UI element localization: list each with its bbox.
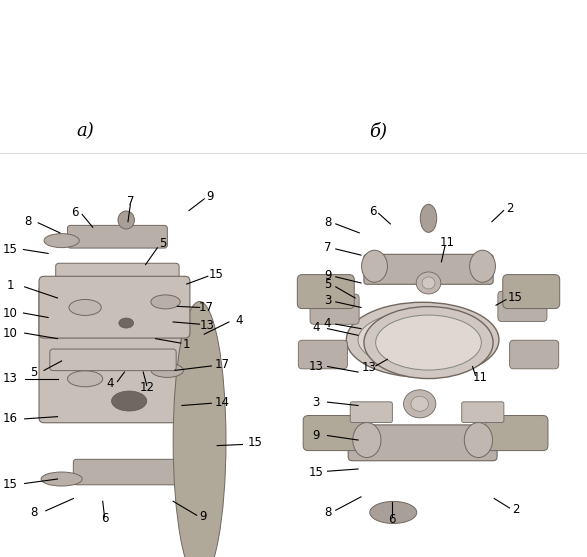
FancyBboxPatch shape xyxy=(310,294,359,324)
Text: 5: 5 xyxy=(160,237,167,251)
Text: 5: 5 xyxy=(31,365,38,379)
Ellipse shape xyxy=(353,423,381,457)
Ellipse shape xyxy=(69,300,101,315)
Ellipse shape xyxy=(416,272,441,294)
Text: 12: 12 xyxy=(139,380,154,394)
Text: 13: 13 xyxy=(199,319,214,333)
Text: 9: 9 xyxy=(199,510,206,524)
Text: 4: 4 xyxy=(312,321,319,334)
Ellipse shape xyxy=(364,306,493,379)
Text: 2: 2 xyxy=(512,503,519,516)
Ellipse shape xyxy=(404,390,436,418)
FancyBboxPatch shape xyxy=(303,416,366,451)
Text: 8: 8 xyxy=(324,216,331,229)
Text: 6: 6 xyxy=(389,512,396,526)
Text: 13: 13 xyxy=(3,372,18,385)
Text: 6: 6 xyxy=(72,206,79,219)
Text: 9: 9 xyxy=(207,189,214,203)
Ellipse shape xyxy=(470,250,495,282)
Text: 10: 10 xyxy=(3,326,18,340)
Text: а): а) xyxy=(76,122,94,140)
FancyBboxPatch shape xyxy=(50,349,176,370)
Text: 7: 7 xyxy=(127,195,134,208)
FancyBboxPatch shape xyxy=(485,416,548,451)
Text: 15: 15 xyxy=(208,267,224,281)
FancyBboxPatch shape xyxy=(502,275,560,309)
FancyBboxPatch shape xyxy=(498,291,547,321)
Text: 11: 11 xyxy=(440,236,455,249)
FancyBboxPatch shape xyxy=(56,263,179,284)
Ellipse shape xyxy=(151,295,180,309)
Text: 4: 4 xyxy=(324,316,331,330)
FancyBboxPatch shape xyxy=(510,340,559,369)
Ellipse shape xyxy=(422,277,435,289)
FancyBboxPatch shape xyxy=(39,276,190,338)
Text: 6: 6 xyxy=(369,205,376,218)
Ellipse shape xyxy=(173,301,226,557)
Text: 8: 8 xyxy=(31,506,38,519)
FancyBboxPatch shape xyxy=(39,285,181,423)
Ellipse shape xyxy=(362,250,387,282)
Text: 10: 10 xyxy=(3,306,18,320)
Text: 11: 11 xyxy=(473,371,488,384)
Ellipse shape xyxy=(464,423,492,457)
Ellipse shape xyxy=(41,472,82,486)
Text: 4: 4 xyxy=(236,314,243,327)
Text: 7: 7 xyxy=(324,241,331,255)
Text: 4: 4 xyxy=(107,377,114,390)
FancyBboxPatch shape xyxy=(68,226,167,248)
Ellipse shape xyxy=(118,211,134,229)
Text: 8: 8 xyxy=(25,215,32,228)
Ellipse shape xyxy=(119,318,133,328)
Text: 9: 9 xyxy=(312,429,319,442)
Ellipse shape xyxy=(44,233,79,248)
Text: 3: 3 xyxy=(324,294,331,307)
Ellipse shape xyxy=(370,501,417,524)
Ellipse shape xyxy=(68,371,103,387)
Text: 6: 6 xyxy=(101,511,108,525)
Text: 2: 2 xyxy=(506,202,513,216)
Ellipse shape xyxy=(411,397,429,411)
FancyBboxPatch shape xyxy=(298,340,348,369)
Text: 13: 13 xyxy=(308,360,323,373)
Text: 13: 13 xyxy=(361,361,376,374)
Text: 15: 15 xyxy=(3,478,18,491)
FancyBboxPatch shape xyxy=(350,402,392,423)
FancyBboxPatch shape xyxy=(348,425,497,461)
Ellipse shape xyxy=(346,302,499,377)
Ellipse shape xyxy=(151,363,183,378)
Text: 1: 1 xyxy=(183,338,190,351)
FancyBboxPatch shape xyxy=(462,402,504,423)
Ellipse shape xyxy=(376,315,481,370)
FancyBboxPatch shape xyxy=(297,275,355,309)
Text: 8: 8 xyxy=(324,506,331,519)
Ellipse shape xyxy=(358,311,487,369)
Text: 3: 3 xyxy=(312,395,319,409)
Text: 16: 16 xyxy=(3,412,18,426)
Ellipse shape xyxy=(420,204,437,232)
Text: 15: 15 xyxy=(508,291,523,305)
Text: 5: 5 xyxy=(324,277,331,291)
Text: 14: 14 xyxy=(214,395,230,409)
Text: 15: 15 xyxy=(248,436,263,449)
Text: 17: 17 xyxy=(199,301,214,314)
Text: 15: 15 xyxy=(3,243,18,256)
FancyBboxPatch shape xyxy=(73,460,179,485)
Text: 9: 9 xyxy=(324,269,331,282)
Text: 15: 15 xyxy=(308,466,323,479)
Text: 1: 1 xyxy=(7,278,14,292)
FancyBboxPatch shape xyxy=(364,255,493,284)
Ellipse shape xyxy=(112,391,147,411)
Text: б): б) xyxy=(370,122,387,140)
Text: 17: 17 xyxy=(214,358,230,372)
